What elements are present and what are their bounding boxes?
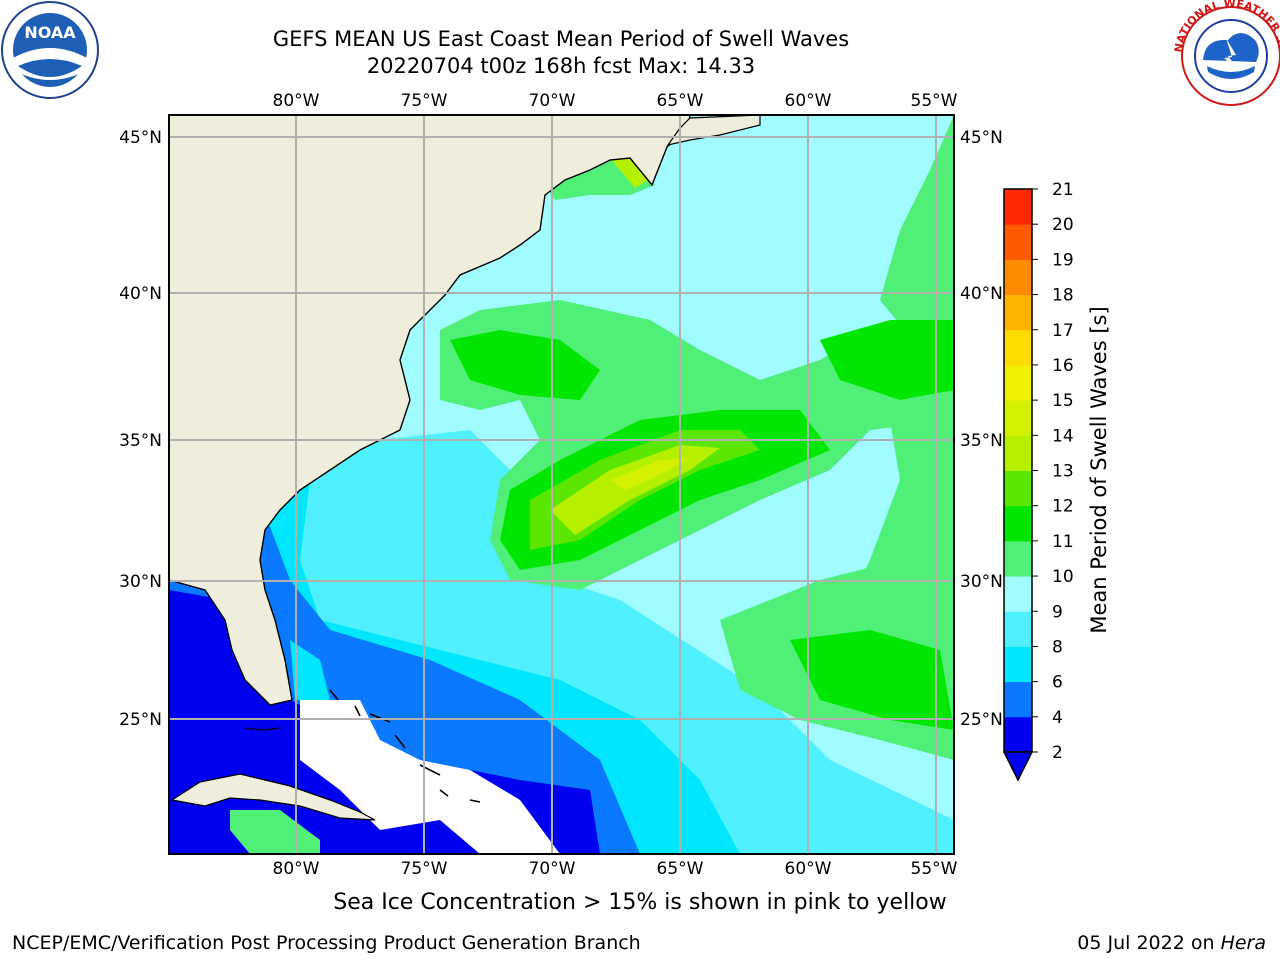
colorbar-tick-label: 12 (1052, 497, 1074, 517)
florida-keys (244, 727, 281, 731)
lat-labels-right: 45°N 40°N 35°N 30°N 25°N (960, 128, 1003, 730)
colorbar-swatch (1004, 646, 1032, 683)
colorbar-swatch (1004, 400, 1032, 436)
lon-label-top-75w: 75°W (401, 91, 448, 111)
colorbar-tick-label: 9 (1052, 602, 1063, 622)
footer-date: 05 Jul 2022 on Hera (1077, 932, 1266, 954)
map-gridlines (169, 115, 954, 854)
nws-logo: NATIONAL WEATHER SERVICE (0, 0, 1280, 106)
colorbar-swatch (1004, 329, 1032, 366)
lon-labels-top: 80°W 75°W 70°W 65°W 60°W 55°W (273, 91, 958, 111)
lat-labels-left: 45°N 40°N 35°N 30°N 25°N (119, 128, 162, 730)
colorbar-label: Mean Period of Swell Waves [s] (1087, 306, 1111, 633)
lat-label-right-40n: 40°N (960, 284, 1003, 304)
colorbar-extend-arrow (1002, 751, 1034, 782)
colorbar-tick-label: 8 (1052, 637, 1063, 657)
colorbar-swatch (1004, 576, 1032, 612)
lat-label-left-35n: 35°N (119, 431, 162, 451)
swell-period-field (169, 115, 954, 854)
lon-label-top-60w: 60°W (785, 91, 832, 111)
lon-label-top-55w: 55°W (911, 91, 958, 111)
footer-branch: NCEP/EMC/Verification Post Processing Pr… (12, 932, 641, 954)
lat-label-left-25n: 25°N (119, 710, 162, 730)
lat-label-right-30n: 30°N (960, 572, 1003, 592)
colorbar-tick-label: 16 (1052, 356, 1074, 376)
north-america-land (169, 115, 691, 706)
map-frame (168, 114, 955, 855)
colorbar-swatch (1004, 189, 1032, 225)
colorbar-swatch (1004, 611, 1032, 647)
colorbar-swatch (1004, 470, 1032, 507)
colorbar-tick-label: 19 (1052, 250, 1074, 270)
lon-label-top-80w: 80°W (273, 91, 320, 111)
lon-label-bottom-80w: 80°W (273, 859, 320, 879)
colorbar-swatch (1004, 681, 1032, 718)
colorbar-swatch (1004, 224, 1032, 260)
chart-subtitle: 20220704 t00z 168h fcst Max: 14.33 (366, 54, 756, 78)
lat-label-right-25n: 25°N (960, 710, 1003, 730)
colorbar-swatch (1004, 259, 1032, 296)
colorbar-tick-label: 18 (1052, 286, 1074, 306)
colorbar-swatch (1004, 716, 1032, 753)
lon-label-top-70w: 70°W (529, 91, 576, 111)
colorbar-tick-label: 21 (1052, 180, 1074, 200)
footer-host: Hera (1220, 932, 1266, 954)
noaa-logo: NOAA (1, 1, 99, 99)
lon-label-bottom-70w: 70°W (529, 859, 576, 879)
nws-logo-text: NATIONAL WEATHER SERVICE (0, 0, 1280, 60)
lat-label-right-35n: 35°N (960, 431, 1003, 451)
colorbar-tick-label: 17 (1052, 321, 1074, 341)
footer-date-text: 05 Jul 2022 on (1077, 932, 1221, 954)
colorbar-tick-label: 4 (1052, 708, 1063, 728)
colorbar-swatch (1004, 435, 1032, 471)
lon-label-bottom-55w: 55°W (911, 859, 958, 879)
colorbar-tick-label: 11 (1052, 532, 1074, 552)
colorbar-tick-label: 10 (1052, 567, 1074, 587)
lon-label-bottom-60w: 60°W (785, 859, 832, 879)
colorbar-tick-label: 13 (1052, 462, 1074, 482)
cuba-land (170, 773, 376, 821)
colorbar-swatch (1004, 364, 1032, 401)
chart-title: GEFS MEAN US East Coast Mean Period of S… (272, 27, 850, 51)
colorbar-tick-label: 14 (1052, 426, 1074, 446)
noaa-logo-text: NOAA (24, 23, 76, 42)
colorbar-tick-label: 6 (1052, 673, 1063, 693)
sea-ice-caption: Sea Ice Concentration > 15% is shown in … (333, 890, 947, 915)
colorbar-swatch (1004, 540, 1032, 577)
colorbar-swatch (1004, 294, 1032, 331)
lat-label-left-40n: 40°N (119, 284, 162, 304)
lon-label-bottom-75w: 75°W (401, 859, 448, 879)
colorbar-swatch (1004, 505, 1032, 542)
lon-labels-bottom: 80°W 75°W 70°W 65°W 60°W 55°W (273, 859, 958, 879)
colorbar-tick-label: 15 (1052, 391, 1074, 411)
lat-label-left-30n: 30°N (119, 572, 162, 592)
lat-label-left-45n: 45°N (119, 128, 162, 148)
lon-label-top-65w: 65°W (657, 91, 704, 111)
lon-label-bottom-65w: 65°W (657, 859, 704, 879)
colorbar-tick-label: 20 (1052, 215, 1074, 235)
lat-label-right-45n: 45°N (960, 128, 1003, 148)
colorbar: 2 4 6 8 9 10 11 12 13 14 15 16 17 18 19 20 21 (1002, 180, 1074, 782)
colorbar-tick-label: 2 (1052, 743, 1063, 763)
